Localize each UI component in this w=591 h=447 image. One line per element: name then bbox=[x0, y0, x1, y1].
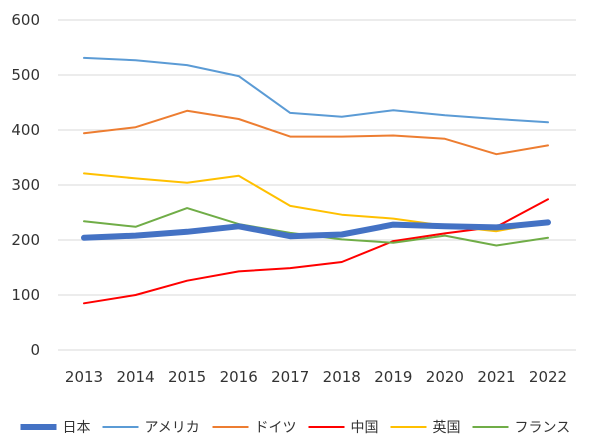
x-axis: 2013 2014 2015 2016 2017 2018 2019 2020 2021 2022 bbox=[65, 368, 567, 386]
series-line-3 bbox=[83, 198, 549, 305]
series-line-4 bbox=[83, 172, 549, 233]
x-tick-label: 2019 bbox=[374, 368, 412, 386]
x-tick-label: 2015 bbox=[168, 368, 206, 386]
x-tick-label: 2014 bbox=[116, 368, 154, 386]
legend-label-4: 英国 bbox=[433, 419, 461, 436]
legend-label-3: 中国 bbox=[351, 420, 379, 436]
x-tick-label: 2017 bbox=[271, 368, 309, 386]
grid-lines bbox=[58, 19, 576, 351]
y-tick-label: 200 bbox=[11, 231, 40, 249]
y-tick-label: 300 bbox=[11, 176, 40, 194]
legend-label-1: アメリカ bbox=[145, 420, 200, 436]
y-tick-label: 100 bbox=[11, 286, 40, 304]
x-tick-label: 2022 bbox=[529, 368, 567, 386]
y-axis: 0 100 200 300 400 500 600 bbox=[11, 11, 40, 359]
y-tick-label: 600 bbox=[11, 11, 40, 29]
series-lines bbox=[81, 56, 551, 305]
y-tick-label: 500 bbox=[11, 66, 40, 84]
x-tick-label: 2020 bbox=[426, 368, 464, 386]
x-tick-label: 2021 bbox=[477, 368, 515, 386]
legend: 日本 アメリカ ドイツ 中国 英国 フランス bbox=[20, 419, 571, 436]
x-tick-label: 2018 bbox=[323, 368, 361, 386]
series-line-2 bbox=[83, 109, 549, 156]
x-tick-label: 2016 bbox=[220, 368, 258, 386]
series-line-0 bbox=[81, 219, 551, 241]
y-tick-label: 400 bbox=[11, 121, 40, 139]
x-tick-label: 2013 bbox=[65, 368, 103, 386]
legend-label-2: ドイツ bbox=[255, 420, 297, 436]
legend-label-0: 日本 bbox=[63, 420, 91, 436]
legend-label-5: フランス bbox=[515, 420, 571, 436]
series-line-1 bbox=[83, 56, 549, 124]
y-tick-label: 0 bbox=[30, 341, 40, 359]
